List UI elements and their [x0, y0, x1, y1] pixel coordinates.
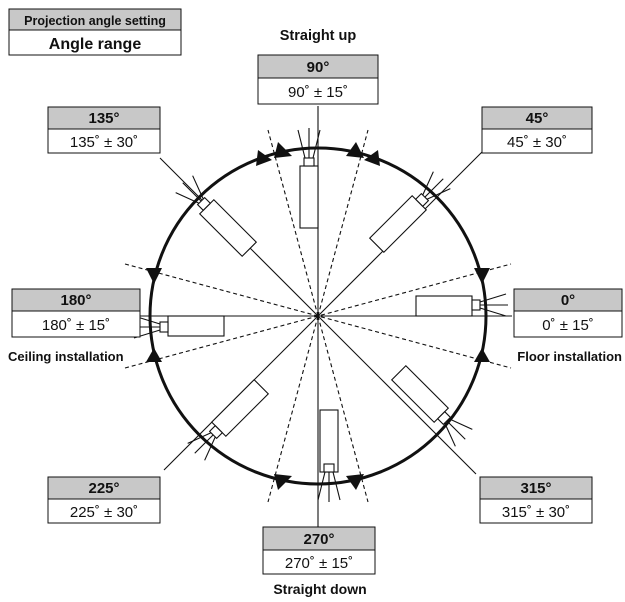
angle-label-135: 135° — [88, 110, 119, 127]
projector-135 — [175, 175, 258, 258]
angle-label-270: 270° — [303, 531, 334, 548]
angle-range-45: 45˚ ± 30˚ — [507, 134, 567, 151]
legend-heading: Projection angle setting — [24, 14, 166, 28]
projector-0 — [415, 293, 508, 317]
legend-box: Projection angle setting Angle range — [8, 8, 182, 56]
angle-label-180: 180° — [60, 292, 91, 309]
angle-label-225: 225° — [88, 480, 119, 497]
angle-box-180: 180° 180˚ ± 15˚ — [11, 288, 141, 338]
projector-90 — [297, 128, 321, 229]
legend-subheading: Angle range — [49, 36, 142, 53]
angle-label-45: 45° — [526, 110, 549, 127]
label-straight-up: Straight up — [280, 28, 357, 44]
angle-range-270: 270˚ ± 15˚ — [285, 555, 353, 572]
angle-range-90: 90˚ ± 15˚ — [288, 84, 348, 101]
projector-225 — [187, 378, 270, 461]
angle-range-315: 315˚ ± 30˚ — [502, 504, 570, 521]
range-arrows — [146, 142, 490, 490]
angle-box-315: 315° 315˚ ± 30˚ — [479, 476, 593, 524]
angle-label-0: 0° — [561, 292, 575, 309]
angle-box-90: 90° 90˚ ± 15˚ — [257, 54, 379, 105]
angle-range-180: 180˚ ± 15˚ — [42, 317, 110, 334]
angle-box-45: 45° 45˚ ± 30˚ — [481, 106, 593, 154]
projectors — [132, 128, 508, 502]
label-floor-installation: Floor installation — [517, 349, 622, 364]
angle-box-225: 225° 225˚ ± 30˚ — [47, 476, 161, 524]
angle-label-315: 315° — [520, 480, 551, 497]
projector-270 — [317, 409, 341, 502]
angle-range-225: 225˚ ± 30˚ — [70, 504, 138, 521]
projector-315 — [390, 364, 473, 447]
angle-label-90: 90° — [307, 59, 330, 76]
angle-circle — [148, 146, 488, 486]
label-straight-down: Straight down — [273, 581, 366, 597]
angle-box-135: 135° 135˚ ± 30˚ — [47, 106, 161, 154]
label-ceiling-installation: Ceiling installation — [8, 349, 124, 364]
angle-range-0: 0˚ ± 15˚ — [542, 317, 594, 334]
angle-box-270: 270° 270˚ ± 15˚ — [262, 526, 376, 575]
angle-range-135: 135˚ ± 30˚ — [70, 134, 138, 151]
projector-180 — [132, 315, 225, 339]
projector-45 — [368, 171, 451, 254]
angle-box-0: 0° 0˚ ± 15˚ — [513, 288, 623, 338]
